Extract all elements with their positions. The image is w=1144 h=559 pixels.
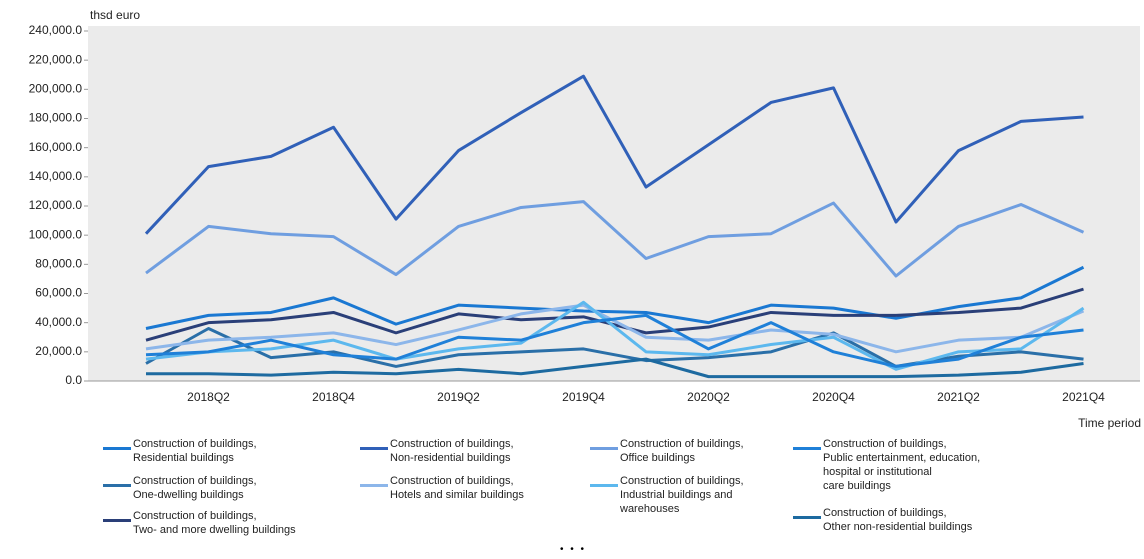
y-tick-label: 140,000.0 <box>29 169 83 183</box>
y-tick-label: 160,000.0 <box>29 140 83 154</box>
legend-swatch <box>103 519 131 522</box>
legend-label: Construction of buildings, Non-residenti… <box>390 438 514 464</box>
legend-swatch <box>103 447 131 450</box>
legend-swatch <box>793 516 821 519</box>
series-line <box>144 74 1084 235</box>
x-tick-label: 2018Q4 <box>312 390 355 404</box>
legend-label: Construction of buildings, Public entert… <box>823 438 981 492</box>
y-tick-label: 60,000.0 <box>35 286 82 300</box>
series-line <box>145 303 1085 354</box>
legend-swatch <box>590 447 618 450</box>
legend-swatch <box>590 484 618 487</box>
x-tick-label: 2021Q2 <box>937 390 980 404</box>
y-axis-label: thsd euro <box>90 8 140 22</box>
x-tick-label: 2018Q2 <box>187 390 230 404</box>
legend-swatch <box>360 447 388 450</box>
legend-swatch <box>103 484 131 487</box>
series-line <box>145 300 1085 371</box>
chart: thsd euro Time period 0.0 20,000.0 40,000.… <box>29 8 1141 430</box>
legend-label: Construction of buildings, Office buildi… <box>620 438 744 464</box>
legend-swatch <box>793 447 821 450</box>
x-tick-label: 2020Q4 <box>812 390 855 404</box>
y-tick-label: 220,000.0 <box>29 52 83 66</box>
legend-label: Construction of buildings, Hotels and si… <box>390 475 524 501</box>
y-tick-label: 200,000.0 <box>29 82 83 96</box>
legend-label: Construction of buildings, Industrial bu… <box>620 475 744 515</box>
y-tick-label: 100,000.0 <box>29 227 83 241</box>
x-tick-label: 2019Q4 <box>562 390 605 404</box>
legend-label: Construction of buildings, Other non-res… <box>823 507 973 533</box>
y-tick-label: 0.0 <box>65 373 82 387</box>
y-tick-label: 80,000.0 <box>35 257 82 271</box>
series-line <box>145 287 1084 342</box>
x-tick-label: 2020Q2 <box>687 390 730 404</box>
x-tick-label: 2019Q2 <box>437 390 480 404</box>
more-indicator: • • • <box>560 544 587 555</box>
series-line <box>145 200 1085 278</box>
y-tick-label: 120,000.0 <box>29 198 83 212</box>
y-tick-label: 40,000.0 <box>35 315 82 329</box>
series-line <box>145 313 1084 368</box>
series-line <box>146 357 1084 379</box>
legend-label: Construction of buildings, Two- and more… <box>133 510 296 536</box>
legend-label: Construction of buildings, Residential b… <box>133 438 257 464</box>
y-tick-label: 20,000.0 <box>35 344 82 358</box>
legend-swatch <box>360 484 388 487</box>
y-tick-label: 180,000.0 <box>29 111 83 125</box>
y-tick-label: 240,000.0 <box>29 23 83 37</box>
legend-label: Construction of buildings, One-dwelling … <box>133 475 257 501</box>
x-axis-label: Time period <box>1078 416 1141 430</box>
x-tick-label: 2021Q4 <box>1062 390 1105 404</box>
